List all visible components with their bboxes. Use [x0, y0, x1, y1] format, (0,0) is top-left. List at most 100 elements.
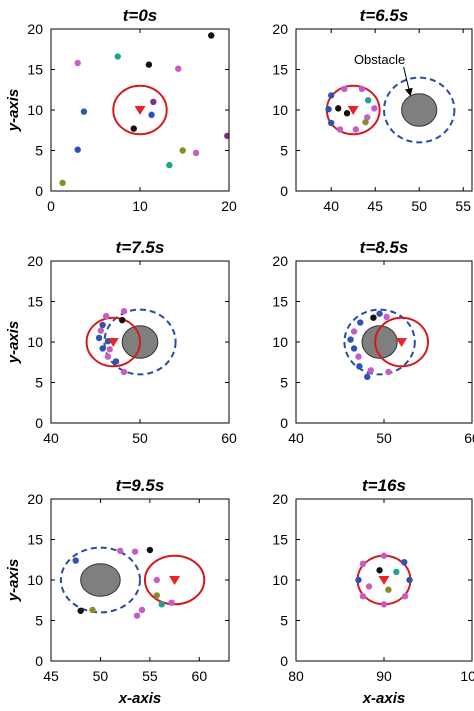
agent-point	[166, 161, 173, 169]
x-tick-label: 40	[288, 430, 304, 446]
agent-point	[376, 567, 383, 574]
panel-1: 0 5 10 15 20 0 10 20 t=0s y-axis	[5, 6, 237, 214]
y-tick-label: 20	[272, 491, 288, 507]
x-tick-label: 90	[376, 668, 392, 684]
target-marker	[378, 576, 390, 585]
y-tick-label: 15	[272, 62, 288, 78]
plot-content	[59, 32, 229, 187]
panel-title: t=7.5s	[116, 238, 165, 257]
y-tick-label: 5	[280, 143, 288, 159]
plot-content	[85, 308, 177, 376]
agent-point	[385, 586, 392, 593]
agent-point	[102, 312, 110, 320]
y-tick-label: 0	[280, 183, 288, 199]
x-tick-label: 50	[411, 198, 427, 214]
y-tick-label: 20	[27, 21, 43, 37]
obstacle-annotation-label: Obstacle	[354, 52, 405, 67]
target-marker	[347, 106, 359, 115]
agent-point	[370, 314, 377, 321]
x-tick-label: 45	[367, 198, 383, 214]
agent-point	[347, 336, 354, 343]
agent-point	[352, 126, 360, 133]
target-marker	[134, 106, 146, 115]
y-tick-label: 5	[35, 375, 43, 391]
plot-content	[59, 546, 206, 619]
agent-point	[355, 353, 362, 360]
agent-point	[336, 126, 344, 133]
agent-point	[371, 105, 378, 112]
x-tick-label: 20	[221, 198, 237, 214]
agent-point	[380, 601, 388, 608]
y-tick-label: 0	[35, 415, 43, 431]
x-axis-label: x-axis	[362, 690, 406, 707]
agent-point	[72, 557, 79, 564]
y-tick-label: 10	[27, 572, 43, 588]
y-tick-label: 0	[35, 653, 43, 669]
agent-point	[120, 368, 128, 376]
target-marker	[107, 338, 119, 347]
x-tick-label: 50	[93, 668, 109, 684]
agent-point	[74, 146, 81, 153]
agent-point	[158, 601, 165, 608]
y-tick-label: 10	[27, 334, 43, 350]
panel-title: t=16s	[362, 476, 406, 495]
agent-point	[148, 111, 155, 119]
x-tick-label: 40	[43, 430, 59, 446]
obstacle-safety-ring	[343, 308, 416, 376]
agent-point	[97, 327, 105, 334]
y-tick-label: 5	[35, 143, 43, 159]
x-tick-label: 80	[288, 668, 304, 684]
y-tick-label: 15	[27, 532, 43, 548]
agent-point	[192, 149, 200, 157]
x-tick-label: 60	[464, 430, 474, 446]
target-circle	[143, 554, 206, 606]
agent-point	[376, 310, 383, 317]
panel-4: 0 5 10 15 20 40 50 60 t=8.5s	[272, 238, 474, 446]
agent-point	[328, 119, 335, 127]
y-tick-label: 10	[272, 334, 288, 350]
agent-point	[380, 552, 388, 559]
panel-title: t=8.5s	[360, 238, 409, 257]
x-tick-label: 60	[221, 430, 237, 446]
y-tick-label: 15	[27, 62, 43, 78]
target-marker	[396, 338, 408, 347]
plot-content	[325, 76, 456, 144]
agent-point	[179, 147, 186, 154]
y-tick-label: 20	[272, 21, 288, 37]
panel-title: t=9.5s	[116, 476, 165, 495]
agent-point	[224, 132, 229, 140]
x-tick-label: 100	[460, 668, 474, 684]
target-marker	[169, 576, 181, 585]
agent-point	[153, 576, 161, 584]
agent-point	[328, 92, 335, 99]
y-tick-label: 10	[272, 102, 288, 118]
y-tick-label: 20	[27, 491, 43, 507]
panel-5: 0 5 10 15 20 45 50 55 60 t=9.5s y-axis x-axis	[5, 476, 230, 707]
obstacle-safety-ring	[383, 76, 456, 144]
y-tick-label: 20	[27, 253, 43, 269]
agent-point	[117, 547, 124, 555]
agent-point	[150, 98, 157, 106]
obstacle-disk	[401, 93, 438, 127]
y-tick-label: 5	[280, 375, 288, 391]
agent-point	[168, 599, 175, 606]
x-tick-label: 55	[455, 198, 471, 214]
y-tick-label: 0	[280, 653, 288, 669]
agent-point	[74, 59, 81, 67]
agent-point	[350, 328, 358, 335]
y-axis-label: y-axis	[5, 559, 22, 603]
panel-title: t=6.5s	[360, 6, 409, 25]
agent-point	[364, 97, 372, 104]
obstacle-disk	[80, 563, 121, 597]
x-tick-label: 0	[47, 198, 55, 214]
agent-point	[145, 61, 153, 68]
plot-content	[343, 308, 430, 381]
panel-6: 0 5 10 15 20 80 90 100 t=16s x-axis	[272, 476, 474, 707]
panel-2: 0 5 10 15 20 40 45 50 55 t=6.5s Obstacle	[272, 6, 473, 214]
y-axis-label: y-axis	[5, 89, 22, 133]
y-axis-label: y-axis	[5, 321, 22, 365]
agent-point	[343, 110, 351, 117]
x-tick-label: 50	[132, 430, 148, 446]
agent-point	[99, 345, 106, 352]
y-tick-label: 20	[272, 253, 288, 269]
